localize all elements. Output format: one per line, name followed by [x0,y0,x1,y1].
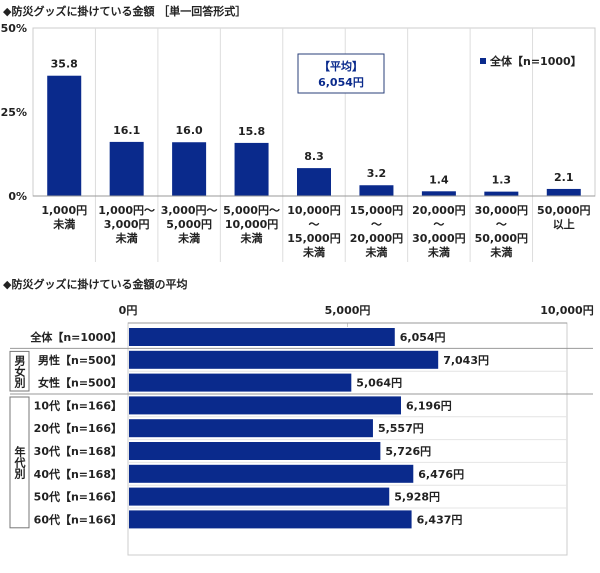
data-label: 16.0 [176,124,203,137]
bar [109,141,144,196]
bar [129,396,402,415]
x-tick-label: 3,000円～ [161,204,218,217]
average-box [297,53,385,94]
x-tick-label: 50,000円 [475,232,528,245]
legend-label: 全体【n=1000】 [489,54,582,68]
data-label: 2.1 [554,171,574,184]
x-tick-label: 未満 [364,245,387,259]
data-label: 3.2 [367,167,387,180]
x-tick-label: 以上 [553,217,575,231]
chart-title: ◆防災グッズに掛けている金額の平均 [3,277,187,291]
bar [129,487,390,506]
x-tick-label: 未満 [240,231,263,245]
bar [129,350,439,369]
average-value: 6,054円 [318,76,364,89]
data-label: 6,196円 [406,399,452,412]
x-tick-label: 10,000円 [225,218,278,231]
bar [129,373,352,392]
y-tick-label: 50代【n=166】 [34,490,122,504]
legend-swatch [480,58,486,64]
x-tick-label: 10,000円 [287,204,340,217]
y-tick-label: 20代【n=166】 [34,421,122,435]
chart-title: ◆防災グッズに掛けている金額 ［単一回答形式］ [3,4,246,18]
data-label: 15.8 [238,125,265,138]
data-label: 1.4 [429,173,449,186]
bar [359,185,394,196]
x-tick-label: 20,000円 [350,232,403,245]
y-tick-label: 60代【n=166】 [34,512,122,526]
y-tick-label: 全体【n=1000】 [29,330,122,344]
data-label: 35.8 [51,58,78,71]
x-tick-label: 50,000円 [537,204,590,217]
bar [484,191,519,196]
x-tick-label: 3,000円 [104,218,150,231]
bar [234,142,269,196]
x-tick-label: 0円 [119,304,138,317]
data-label: 5,064円 [356,377,402,390]
x-tick-label: 30,000円 [412,232,465,245]
x-tick-label: 5,000円 [325,304,371,317]
data-label: 16.1 [113,124,140,137]
x-tick-label: 未満 [115,231,138,245]
bar [129,328,395,346]
x-tick-label: ～ [309,218,320,231]
group-box [9,350,30,392]
y-tick-label: 0% [8,190,27,203]
bar [129,464,414,483]
y-tick-label: 女性【n=500】 [38,376,122,390]
x-tick-label: ～ [496,218,507,231]
x-tick-label: 5,000円～ [223,204,280,217]
data-label: 5,557円 [378,422,424,435]
bar [129,442,381,460]
data-label: 7,043円 [443,354,489,367]
data-label: 6,437円 [417,513,463,526]
bar [129,510,412,529]
data-label: 8.3 [304,150,324,163]
bar [129,419,373,438]
y-tick-label: 30代【n=168】 [34,444,122,458]
group-label: 男女別 [13,354,27,388]
group-label: 年代別 [13,445,27,480]
x-tick-label: 5,000円 [166,218,212,231]
y-tick-label: 男性【n=500】 [38,353,122,367]
y-tick-label: 10代【n=166】 [34,398,122,412]
y-tick-label: 50% [1,22,27,35]
x-tick-label: 1,000円～ [98,204,155,217]
x-tick-label: 未満 [427,245,450,259]
average-label: 【平均】 [319,59,363,73]
x-tick-label: 20,000円 [412,204,465,217]
x-tick-label: 未満 [177,231,200,245]
x-tick-label: 10,000円 [540,304,593,317]
x-tick-label: ～ [433,218,444,231]
data-label: 1.3 [492,174,512,187]
y-tick-label: 40代【n=168】 [34,467,122,481]
bar [172,142,207,196]
data-label: 5,928円 [394,491,440,504]
data-label: 6,054円 [400,331,446,344]
x-tick-label: 1,000円 [41,204,87,217]
bar [546,188,581,196]
group-box [9,396,30,529]
x-tick-label: 15,000円 [287,232,340,245]
y-tick-label: 25% [1,106,27,119]
data-label: 5,726円 [385,445,431,458]
x-tick-label: 未満 [52,217,75,231]
x-tick-label: 未満 [489,245,512,259]
bar [47,75,82,196]
bar [297,168,331,196]
x-tick-label: 30,000円 [475,204,528,217]
x-tick-label: ～ [371,218,382,231]
x-tick-label: 未満 [302,245,325,259]
data-label: 6,476円 [418,468,464,481]
bar [421,191,456,196]
x-tick-label: 15,000円 [350,204,403,217]
